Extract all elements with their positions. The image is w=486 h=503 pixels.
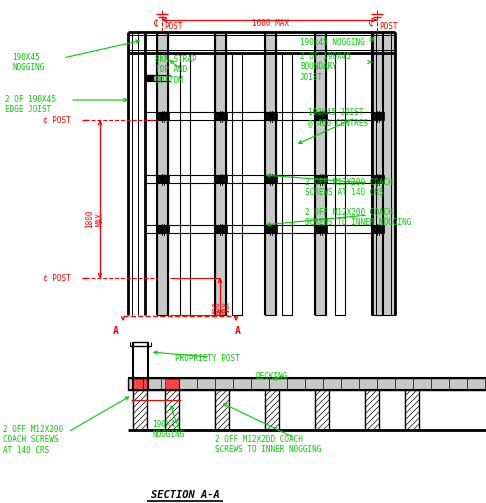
Bar: [156, 112, 169, 120]
Text: 190X45
NOGGING: 190X45 NOGGING: [12, 53, 44, 72]
Bar: [264, 175, 277, 183]
Bar: [232, 53, 242, 315]
Bar: [214, 175, 227, 183]
Bar: [265, 390, 279, 430]
Bar: [133, 390, 147, 430]
Text: 2 OFF M12X2DD COACH
SCREWS TO INNER NOGGING: 2 OFF M12X2DD COACH SCREWS TO INNER NOGG…: [215, 435, 321, 454]
Bar: [314, 175, 327, 183]
Bar: [145, 75, 157, 81]
Text: SECTION A-A: SECTION A-A: [151, 490, 219, 500]
Bar: [145, 75, 161, 81]
Text: A: A: [113, 326, 119, 336]
Text: ¢ POST: ¢ POST: [43, 116, 71, 125]
Text: POST: POST: [379, 22, 398, 31]
Bar: [157, 32, 168, 315]
Text: 8KN STRAP
TOP AND
BOTTOM: 8KN STRAP TOP AND BOTTOM: [155, 55, 197, 85]
Text: 1800
MAX: 1800 MAX: [86, 210, 104, 228]
Text: ¢ POST: ¢ POST: [43, 274, 71, 283]
Text: ¢: ¢: [153, 18, 159, 28]
Text: A: A: [235, 326, 241, 336]
Text: DECKING: DECKING: [255, 372, 287, 381]
Bar: [215, 390, 229, 430]
Text: 2 OFF M12X200
COACH SCREWS
AT 140 CRS: 2 OFF M12X200 COACH SCREWS AT 140 CRS: [3, 425, 63, 455]
Bar: [372, 32, 395, 315]
Bar: [133, 379, 148, 389]
Bar: [165, 379, 179, 389]
Text: 1600 MAX: 1600 MAX: [251, 19, 289, 28]
Bar: [264, 112, 277, 120]
Bar: [315, 32, 326, 315]
Bar: [315, 390, 329, 430]
Bar: [165, 390, 179, 430]
Bar: [314, 225, 327, 233]
Bar: [372, 32, 383, 315]
Text: PROPRIETY POST: PROPRIETY POST: [175, 354, 240, 363]
Bar: [156, 225, 169, 233]
Bar: [128, 378, 486, 390]
Bar: [180, 53, 190, 315]
Text: 2 OFF M12X200 COACH
SCREWS AT 140 CRS: 2 OFF M12X200 COACH SCREWS AT 140 CRS: [305, 178, 393, 197]
Bar: [405, 390, 419, 430]
Bar: [365, 390, 379, 430]
Text: POST: POST: [164, 22, 183, 31]
Text: 400
MAX: 400 MAX: [212, 302, 232, 315]
Bar: [371, 112, 384, 120]
Text: 190X45
NOGGING: 190X45 NOGGING: [152, 420, 184, 440]
Bar: [282, 53, 292, 315]
Text: 190X45 JOIST
@ 400 CENTRES: 190X45 JOIST @ 400 CENTRES: [308, 108, 368, 127]
Text: 190x45 NOGGING: 190x45 NOGGING: [300, 38, 365, 47]
Bar: [214, 225, 227, 233]
Text: 2 OF 190X45
BOUNDARY
JOIST: 2 OF 190X45 BOUNDARY JOIST: [300, 52, 351, 82]
Bar: [215, 32, 226, 315]
Text: 2 OFF M12X200 COACH
SCREWS TO INNER NOGGING: 2 OFF M12X200 COACH SCREWS TO INNER NOGG…: [305, 208, 411, 227]
Bar: [146, 75, 154, 81]
Bar: [371, 225, 384, 233]
Bar: [214, 112, 227, 120]
Bar: [371, 175, 384, 183]
Bar: [264, 225, 277, 233]
Text: ¢: ¢: [368, 18, 374, 28]
Bar: [156, 175, 169, 183]
Bar: [265, 32, 276, 315]
Text: 2 OF 190X45
EDGE JOIST: 2 OF 190X45 EDGE JOIST: [5, 95, 56, 114]
Bar: [314, 112, 327, 120]
Bar: [335, 53, 345, 315]
